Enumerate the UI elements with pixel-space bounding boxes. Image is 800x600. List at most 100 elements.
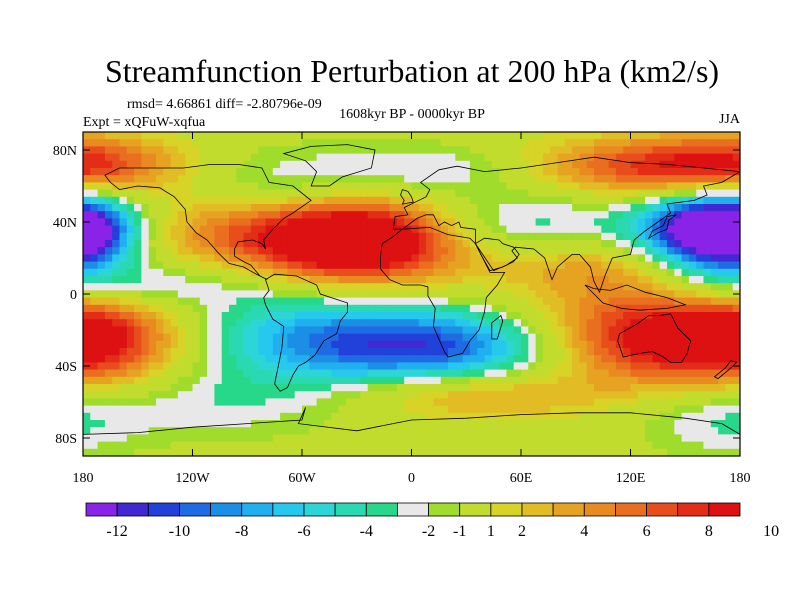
field-cell [214,139,223,147]
field-cell [550,319,559,327]
field-cell [236,398,245,407]
field-cell [448,355,456,363]
field-cell [572,168,580,176]
field-cell [725,376,734,385]
field-cell [535,168,544,176]
field-cell [521,168,529,176]
field-cell [90,384,99,392]
field-cell [484,441,493,450]
field-cell [250,304,259,313]
field-cell [302,225,310,234]
field-cell [462,420,471,428]
field-cell [667,319,675,327]
field-cell [396,333,405,342]
field-cell [601,333,610,342]
field-cell [579,204,588,212]
field-cell [586,132,595,140]
field-cell [513,398,522,407]
field-cell [265,369,274,378]
field-cell [455,204,464,212]
field-cell [418,340,427,349]
field-cell [652,240,661,248]
field-cell [236,240,245,248]
field-cell [674,240,683,248]
field-cell [667,398,675,407]
field-cell [229,132,237,140]
field-cell [630,427,639,435]
field-cell [156,355,164,363]
field-cell [382,240,391,248]
field-cell [104,254,113,263]
colorbar-swatch [428,502,461,517]
field-cell [608,182,617,191]
field-cell [382,290,391,299]
field-cell [579,290,588,299]
field-cell [250,132,259,140]
field-cell [491,448,500,456]
field-cell [148,304,157,313]
field-cell [207,297,215,306]
field-cell [302,362,310,371]
field-cell [718,254,726,263]
field-cell [280,412,288,421]
field-cell [513,204,522,212]
field-cell [331,268,340,277]
field-cell [156,168,164,176]
field-cell [696,196,705,205]
field-cell [645,204,653,212]
field-cell [440,441,449,450]
field-cell [353,362,361,371]
field-cell [112,268,121,277]
field-cell [521,189,529,198]
field-cell [170,297,179,306]
field-cell [141,427,150,435]
field-cell [499,153,507,162]
field-cell [112,420,121,428]
field-cell [630,434,639,443]
field-cell [448,398,456,407]
field-cell [112,153,121,162]
field-cell [404,232,413,241]
field-cell [353,398,361,407]
field-cell [294,276,303,284]
field-cell [477,218,486,227]
field-cell [564,139,573,147]
field-cell [645,189,653,198]
field-cell [681,384,690,392]
coastline-eurasia [392,156,740,294]
field-cell [353,204,361,212]
field-cell [265,240,274,248]
field-cell [710,312,719,320]
field-cell [170,362,179,371]
colorbar-label: 2 [518,523,526,540]
coastlines [83,144,740,456]
field-cell [338,175,347,183]
field-cell [119,376,128,385]
field-cell [90,189,99,198]
field-cell [229,427,237,435]
field-cell [462,225,471,234]
field-cell [674,232,683,241]
field-cell [681,276,690,284]
field-cell [462,196,471,205]
field-cell [360,448,369,456]
field-cell [550,405,559,414]
field-cell [367,268,376,277]
field-cell [83,211,91,219]
field-cell [542,240,551,248]
field-cell [484,268,493,277]
field-cell [703,168,712,176]
field-cell [214,348,223,356]
field-cell [265,139,274,147]
field-cell [97,254,106,263]
field-cell [608,369,617,378]
field-cell [528,340,537,349]
field-cell [353,297,361,306]
field-cell [688,276,697,284]
field-cell [294,312,303,320]
field-cell [221,254,230,263]
field-cell [491,232,500,241]
field-cell [594,312,602,320]
field-cell [710,268,719,277]
field-cell [309,348,318,356]
